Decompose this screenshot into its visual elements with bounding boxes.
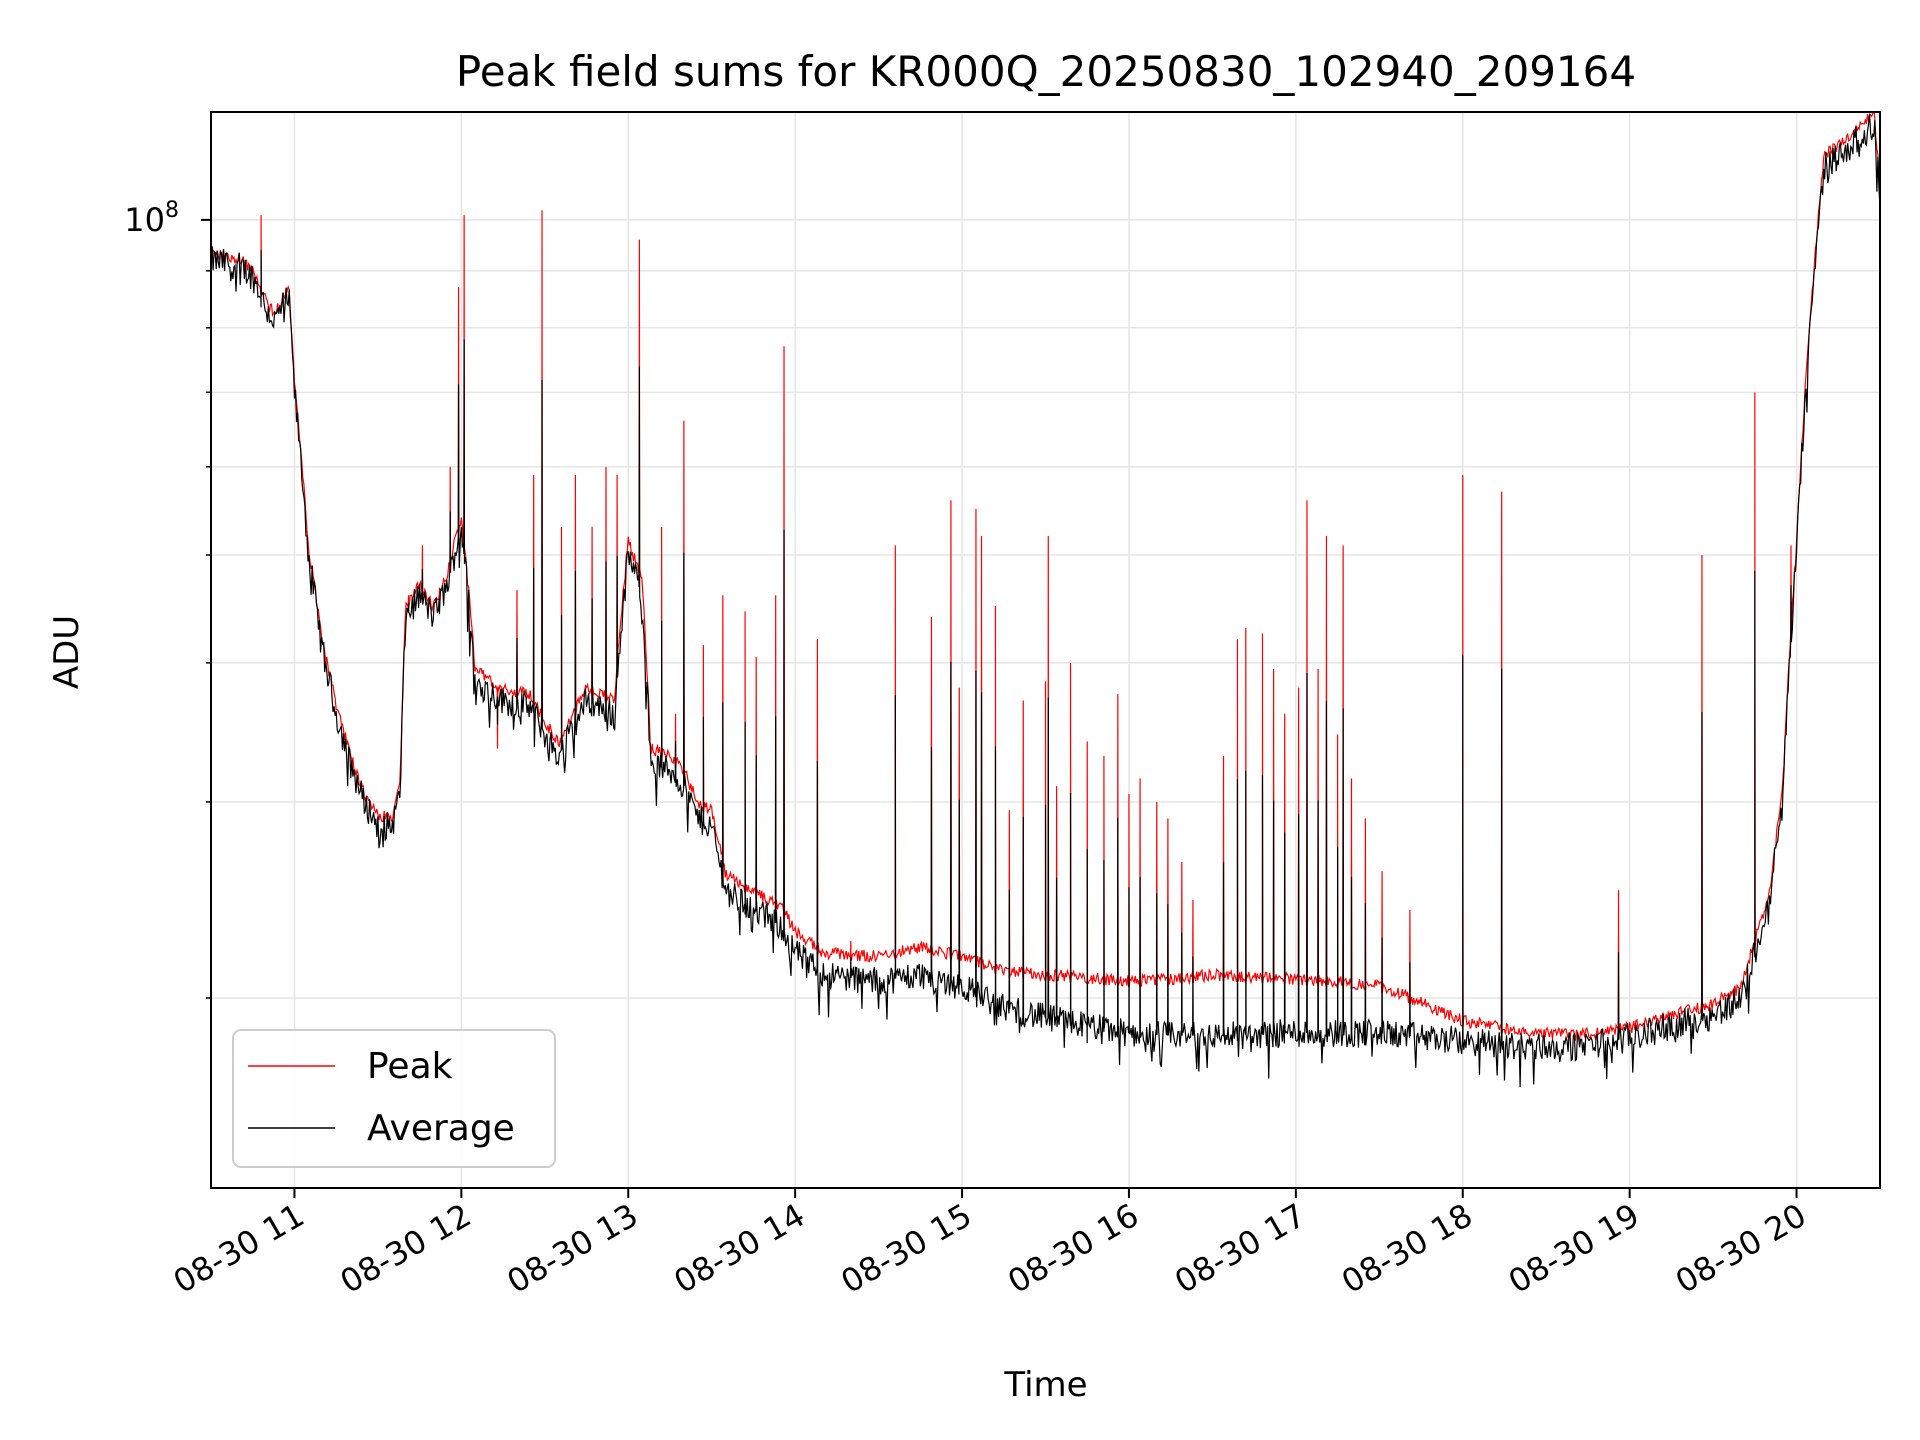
grid	[211, 112, 1880, 1188]
y-tick-label-exponent: 8	[165, 198, 179, 223]
plot-area	[211, 112, 1880, 1087]
y-axis-label: ADU	[47, 615, 87, 689]
peak-series-line	[211, 112, 1880, 1041]
legend-peak-label: Peak	[367, 1046, 453, 1087]
chart-title: Peak field sums for KR000Q_20250830_1029…	[456, 47, 1636, 96]
legend: Peak Average	[232, 1029, 556, 1168]
average-series-line	[211, 114, 1880, 1087]
plot-frame	[210, 111, 1881, 1189]
legend-box	[232, 1029, 556, 1168]
x-axis-label: Time	[1003, 1365, 1087, 1405]
legend-average-label: Average	[367, 1108, 515, 1149]
